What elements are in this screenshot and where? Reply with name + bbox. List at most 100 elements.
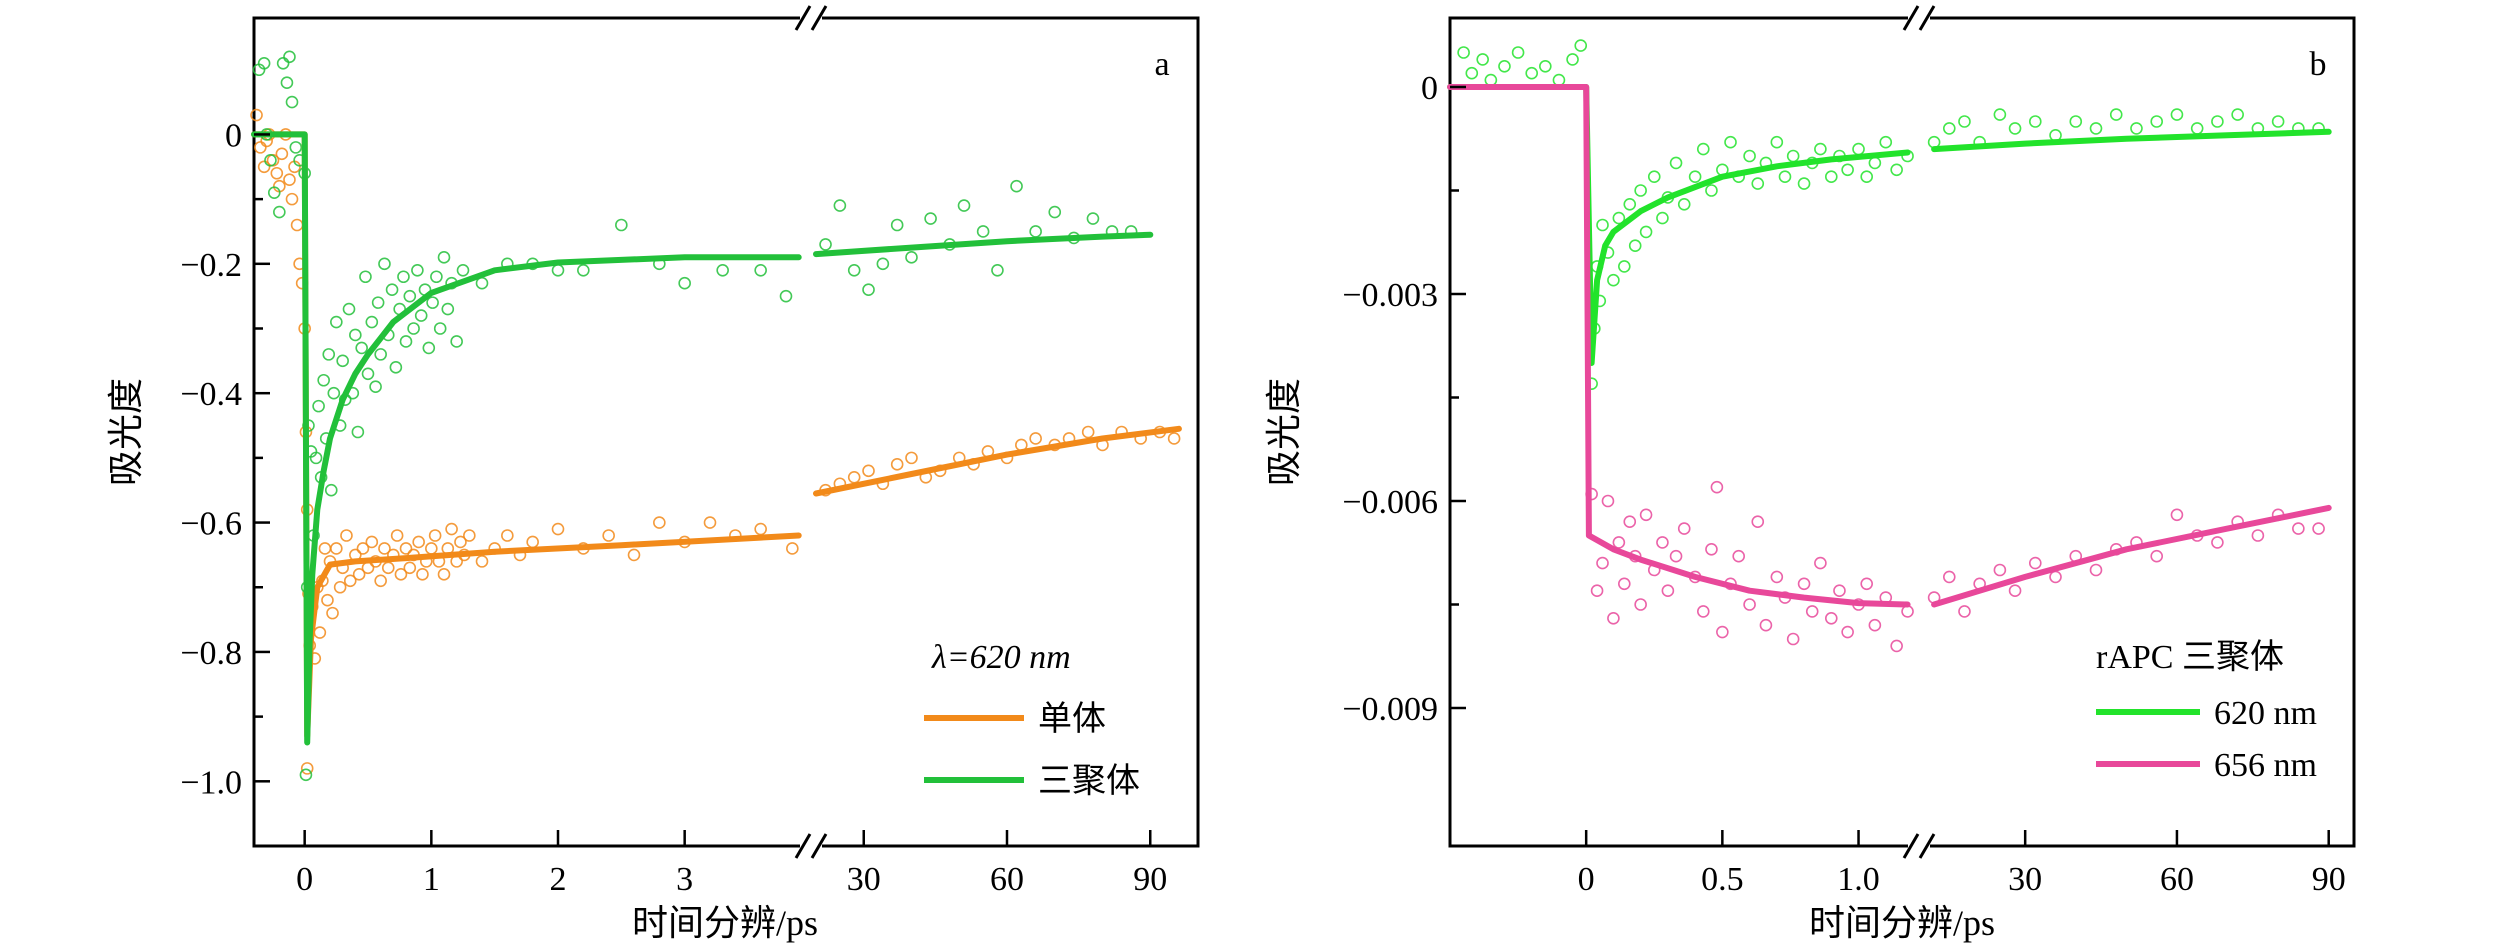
panel-b-x-ticks: 0 0.5 1.0 30 60 90 — [1578, 830, 2346, 898]
fit-line — [813, 231, 1154, 258]
data-point — [976, 225, 990, 238]
data-point — [254, 141, 267, 154]
data-point — [2312, 522, 2325, 535]
data-point — [1860, 170, 1873, 183]
data-point — [1029, 225, 1042, 238]
data-point — [416, 568, 429, 581]
data-point — [309, 451, 323, 465]
data-point — [273, 205, 286, 219]
data-point — [426, 296, 439, 309]
data-point — [324, 483, 338, 497]
data-point — [374, 574, 387, 588]
data-point — [441, 302, 455, 316]
data-point — [1511, 46, 1525, 59]
data-point — [1814, 556, 1827, 570]
data-point — [264, 154, 277, 167]
data-point — [1656, 536, 1669, 549]
panel-a-axis-break — [794, 5, 828, 859]
panel-b-frame — [1448, 16, 2356, 848]
data-point — [361, 561, 375, 575]
data-point — [1677, 198, 1691, 211]
x-tick-label: 60 — [2160, 861, 2194, 898]
data-point — [1942, 570, 1956, 584]
panel-a-legend-label-1: 三聚体 — [1038, 763, 1140, 800]
data-point — [1669, 156, 1683, 170]
fit-line — [1931, 128, 2332, 153]
panel-b-y-label: 吸光度 — [1264, 378, 1304, 486]
data-point — [300, 762, 314, 775]
panel-a-y-ticks: 0 −0.2 −0.4 −0.6 −0.8 −1.0 — [180, 117, 270, 801]
data-point — [1868, 618, 1882, 632]
panel-a-x-label: 时间分辨/ps — [632, 903, 818, 943]
data-point — [1628, 239, 1642, 252]
data-point — [1639, 225, 1653, 239]
data-point — [342, 302, 356, 316]
data-point — [1167, 432, 1181, 445]
panel-b-legend: rAPC 三聚体 620 nm 656 nm — [2076, 622, 2346, 802]
data-point — [991, 263, 1004, 277]
data-point — [1465, 66, 1479, 80]
data-point — [2028, 115, 2042, 128]
data-point — [678, 276, 691, 290]
data-point — [280, 76, 294, 89]
panel-a-x-ticks: 0 1 2 3 30 60 90 — [296, 830, 1167, 898]
data-point — [2190, 122, 2204, 135]
data-point — [833, 199, 847, 212]
data-point — [1574, 39, 1588, 52]
data-point — [351, 425, 365, 439]
data-point — [390, 529, 404, 542]
data-point — [1566, 53, 1579, 66]
data-point — [905, 251, 918, 264]
panel-a-break-mark — [794, 5, 812, 31]
y-tick-label: −0.6 — [180, 506, 242, 543]
panel-b-break-mark — [1902, 5, 1920, 31]
data-point — [1852, 142, 1865, 156]
data-point — [349, 328, 362, 342]
data-point — [1732, 549, 1745, 563]
data-point — [754, 522, 767, 536]
data-point — [1010, 179, 1023, 193]
data-point — [2150, 115, 2164, 128]
data-point — [1879, 135, 1893, 149]
data-point — [615, 218, 628, 232]
data-point — [433, 322, 447, 335]
data-point — [356, 542, 370, 555]
data-point — [1751, 177, 1765, 190]
x-tick-label: 90 — [2312, 861, 2346, 898]
data-point — [283, 173, 296, 187]
data-point — [1590, 584, 1604, 598]
data-point — [285, 192, 299, 206]
y-tick-label: −0.003 — [1342, 277, 1438, 314]
data-point — [1457, 46, 1470, 59]
data-point — [275, 147, 289, 161]
data-point — [1618, 577, 1631, 591]
data-point — [385, 283, 399, 296]
data-point — [2292, 522, 2305, 535]
x-tick-label: 2 — [550, 861, 567, 898]
data-point — [1029, 432, 1042, 445]
data-point — [957, 199, 971, 212]
data-point — [289, 141, 303, 154]
panel-b-break-mark — [1902, 833, 1920, 859]
data-point — [365, 535, 379, 549]
panel-a-legend: λ=620 nm 单体 三聚体 — [884, 622, 1184, 810]
data-point — [1661, 584, 1675, 598]
data-point — [862, 283, 875, 296]
data-point — [1743, 149, 1756, 163]
fit-line — [1447, 84, 1911, 366]
x-tick-label: 1.0 — [1837, 861, 1880, 898]
data-point — [369, 380, 382, 394]
data-point — [352, 568, 366, 581]
data-point — [1656, 211, 1669, 225]
data-point — [333, 580, 347, 594]
data-point — [322, 348, 336, 361]
data-point — [2069, 115, 2083, 128]
data-point — [1696, 605, 1710, 618]
data-point — [1705, 542, 1718, 556]
data-point — [1484, 73, 1498, 87]
data-point — [285, 95, 299, 109]
data-point — [1596, 556, 1609, 570]
x-tick-label: 3 — [676, 861, 693, 898]
x-tick-label: 30 — [2008, 861, 2042, 898]
fit-line — [251, 131, 802, 739]
